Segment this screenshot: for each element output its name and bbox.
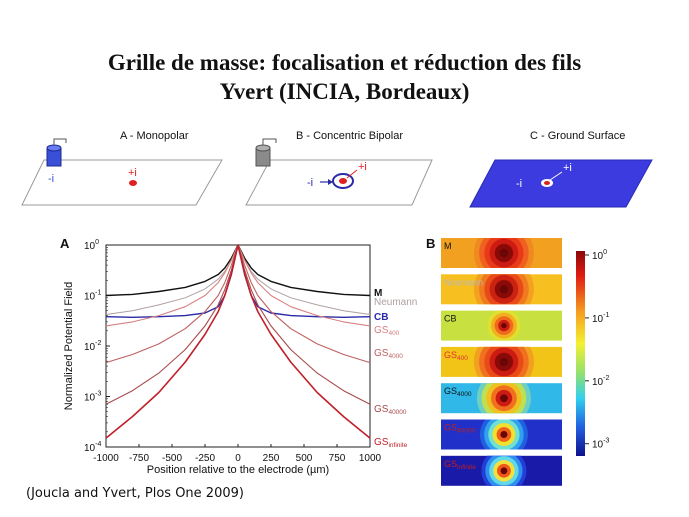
x-tick-label: 750 bbox=[329, 453, 346, 464]
series-line-gs-infinite bbox=[105, 244, 371, 439]
leader-line bbox=[346, 169, 358, 179]
ring-electrode bbox=[332, 173, 354, 189]
plus-i-label-monopolar: +i bbox=[128, 167, 137, 179]
heatmap-center bbox=[500, 430, 508, 439]
wire bbox=[262, 138, 277, 145]
series-line-cb bbox=[105, 244, 371, 318]
electrode-cylinder-grey-top bbox=[255, 144, 271, 152]
colorbar-ticks: 100 10-1 10-2 10-3 bbox=[585, 249, 609, 451]
heatmap-row: M bbox=[441, 238, 562, 268]
series-label: GS40000 bbox=[374, 404, 407, 416]
heatmap-center bbox=[500, 467, 508, 475]
heatmap-row-label: M bbox=[444, 241, 452, 251]
heatmap-row-label: GSinfinite bbox=[444, 459, 476, 471]
heatmap-row: CB bbox=[441, 310, 562, 341]
x-tick-label: 500 bbox=[296, 453, 313, 464]
current-spot-bipolar bbox=[339, 178, 347, 184]
heatmap-panel-b: M Neumann CB GS400 GS4000 GS40000 GSinfinite bbox=[441, 238, 562, 486]
current-spot-ground bbox=[544, 181, 550, 185]
x-tick-label: -500 bbox=[162, 453, 182, 464]
slide-title-line-1: Grille de masse: focalisation et réducti… bbox=[107, 50, 582, 75]
electrode-cylinder-top bbox=[46, 144, 62, 152]
y-axis-label: Normalized Potential Field bbox=[63, 282, 75, 410]
x-tick-label: 0 bbox=[235, 453, 241, 464]
heatmap-center bbox=[499, 285, 509, 294]
x-tick-label: 1000 bbox=[359, 453, 382, 464]
series-label: Neumann bbox=[374, 297, 417, 308]
diagram-panel-monopolar: A - Monopolar -i +i bbox=[21, 130, 223, 206]
x-axis-label: Position relative to the electrode (µm) bbox=[147, 464, 329, 476]
heatmap-row-label: GS4000 bbox=[444, 386, 472, 398]
colorbar bbox=[576, 251, 585, 456]
minus-i-label-bipolar: -i bbox=[307, 177, 313, 189]
panel-label-bipolar: B - Concentric Bipolar bbox=[296, 130, 403, 142]
plus-i-label-ground: +i bbox=[563, 162, 572, 174]
plane-bipolar bbox=[245, 159, 433, 206]
heatmap-center bbox=[499, 357, 509, 367]
series-label: M bbox=[374, 288, 382, 299]
colorbar-tick-label: 10-1 bbox=[592, 312, 609, 325]
series-line-neumann bbox=[105, 244, 371, 315]
y-tick-label: 10-3 bbox=[84, 391, 101, 404]
heatmap-row: GSinfinite bbox=[441, 455, 562, 486]
heatmap-row-label: CB bbox=[444, 314, 457, 324]
diagram-panel-bipolar: B - Concentric Bipolar -i +i bbox=[245, 130, 433, 206]
heatmap-row: Neumann bbox=[441, 274, 562, 305]
heatmap-row-label: Neumann bbox=[444, 277, 483, 287]
series-label: GS4000 bbox=[374, 348, 403, 360]
heatmap-center bbox=[501, 322, 507, 329]
minus-i-label-ground: -i bbox=[516, 178, 522, 190]
y-tick-label: 10-4 bbox=[84, 441, 101, 454]
chart-a-panel-letter: A bbox=[60, 236, 70, 251]
slide-title-line-2: Yvert (INCIA, Bordeaux) bbox=[219, 79, 470, 104]
heatmap-row: GS40000 bbox=[441, 419, 562, 450]
series-line-gs-400 bbox=[105, 244, 371, 327]
heatmap-row-label: GS400 bbox=[444, 350, 468, 362]
series-label: GS400 bbox=[374, 325, 400, 337]
heatmap-row-label: GS40000 bbox=[444, 423, 475, 435]
plot-frame bbox=[105, 244, 371, 448]
arrow-head bbox=[328, 179, 333, 185]
citation-caption: (Joucla and Yvert, Plos One 2009) bbox=[26, 486, 244, 501]
y-tick-label: 10-1 bbox=[84, 290, 101, 303]
x-tick-label: -1000 bbox=[93, 453, 119, 464]
series-line-gs-40000 bbox=[105, 244, 371, 405]
colorbar-tick-label: 10-2 bbox=[592, 375, 609, 388]
series-line-m bbox=[105, 244, 371, 297]
diagram-panel-ground-surface: C - Ground Surface -i +i bbox=[469, 130, 653, 208]
chart-b-panel-letter: B bbox=[426, 236, 435, 251]
heatmap-center bbox=[499, 248, 509, 258]
heatmap-center bbox=[500, 394, 508, 403]
y-tick-label: 10-2 bbox=[84, 340, 101, 353]
leader-line bbox=[549, 171, 563, 181]
panel-label-ground-surface: C - Ground Surface bbox=[530, 130, 625, 142]
heatmap-row: GS4000 bbox=[441, 383, 562, 414]
x-tick-label: -750 bbox=[129, 453, 149, 464]
x-tick-label: -250 bbox=[195, 453, 215, 464]
series-label: CB bbox=[374, 312, 388, 323]
series-line-gs-4000 bbox=[105, 244, 371, 364]
colorbar-tick-label: 10-3 bbox=[592, 438, 609, 451]
series-label: GSinfinite bbox=[374, 437, 408, 449]
colorbar-tick-label: 100 bbox=[592, 249, 607, 262]
heatmap-row: GS400 bbox=[441, 346, 562, 377]
line-chart-a: Normalized Potential Field Position rela… bbox=[63, 239, 417, 476]
plane-monopolar bbox=[21, 159, 223, 206]
panel-label-monopolar: A - Monopolar bbox=[120, 130, 189, 142]
wire bbox=[53, 138, 67, 145]
ground-plane bbox=[469, 159, 653, 208]
x-tick-label: 250 bbox=[263, 453, 280, 464]
minus-i-label-monopolar: -i bbox=[48, 173, 54, 185]
current-spot-monopolar bbox=[129, 180, 137, 186]
plus-i-label-bipolar: +i bbox=[358, 161, 367, 173]
y-tick-label: 100 bbox=[84, 239, 99, 252]
